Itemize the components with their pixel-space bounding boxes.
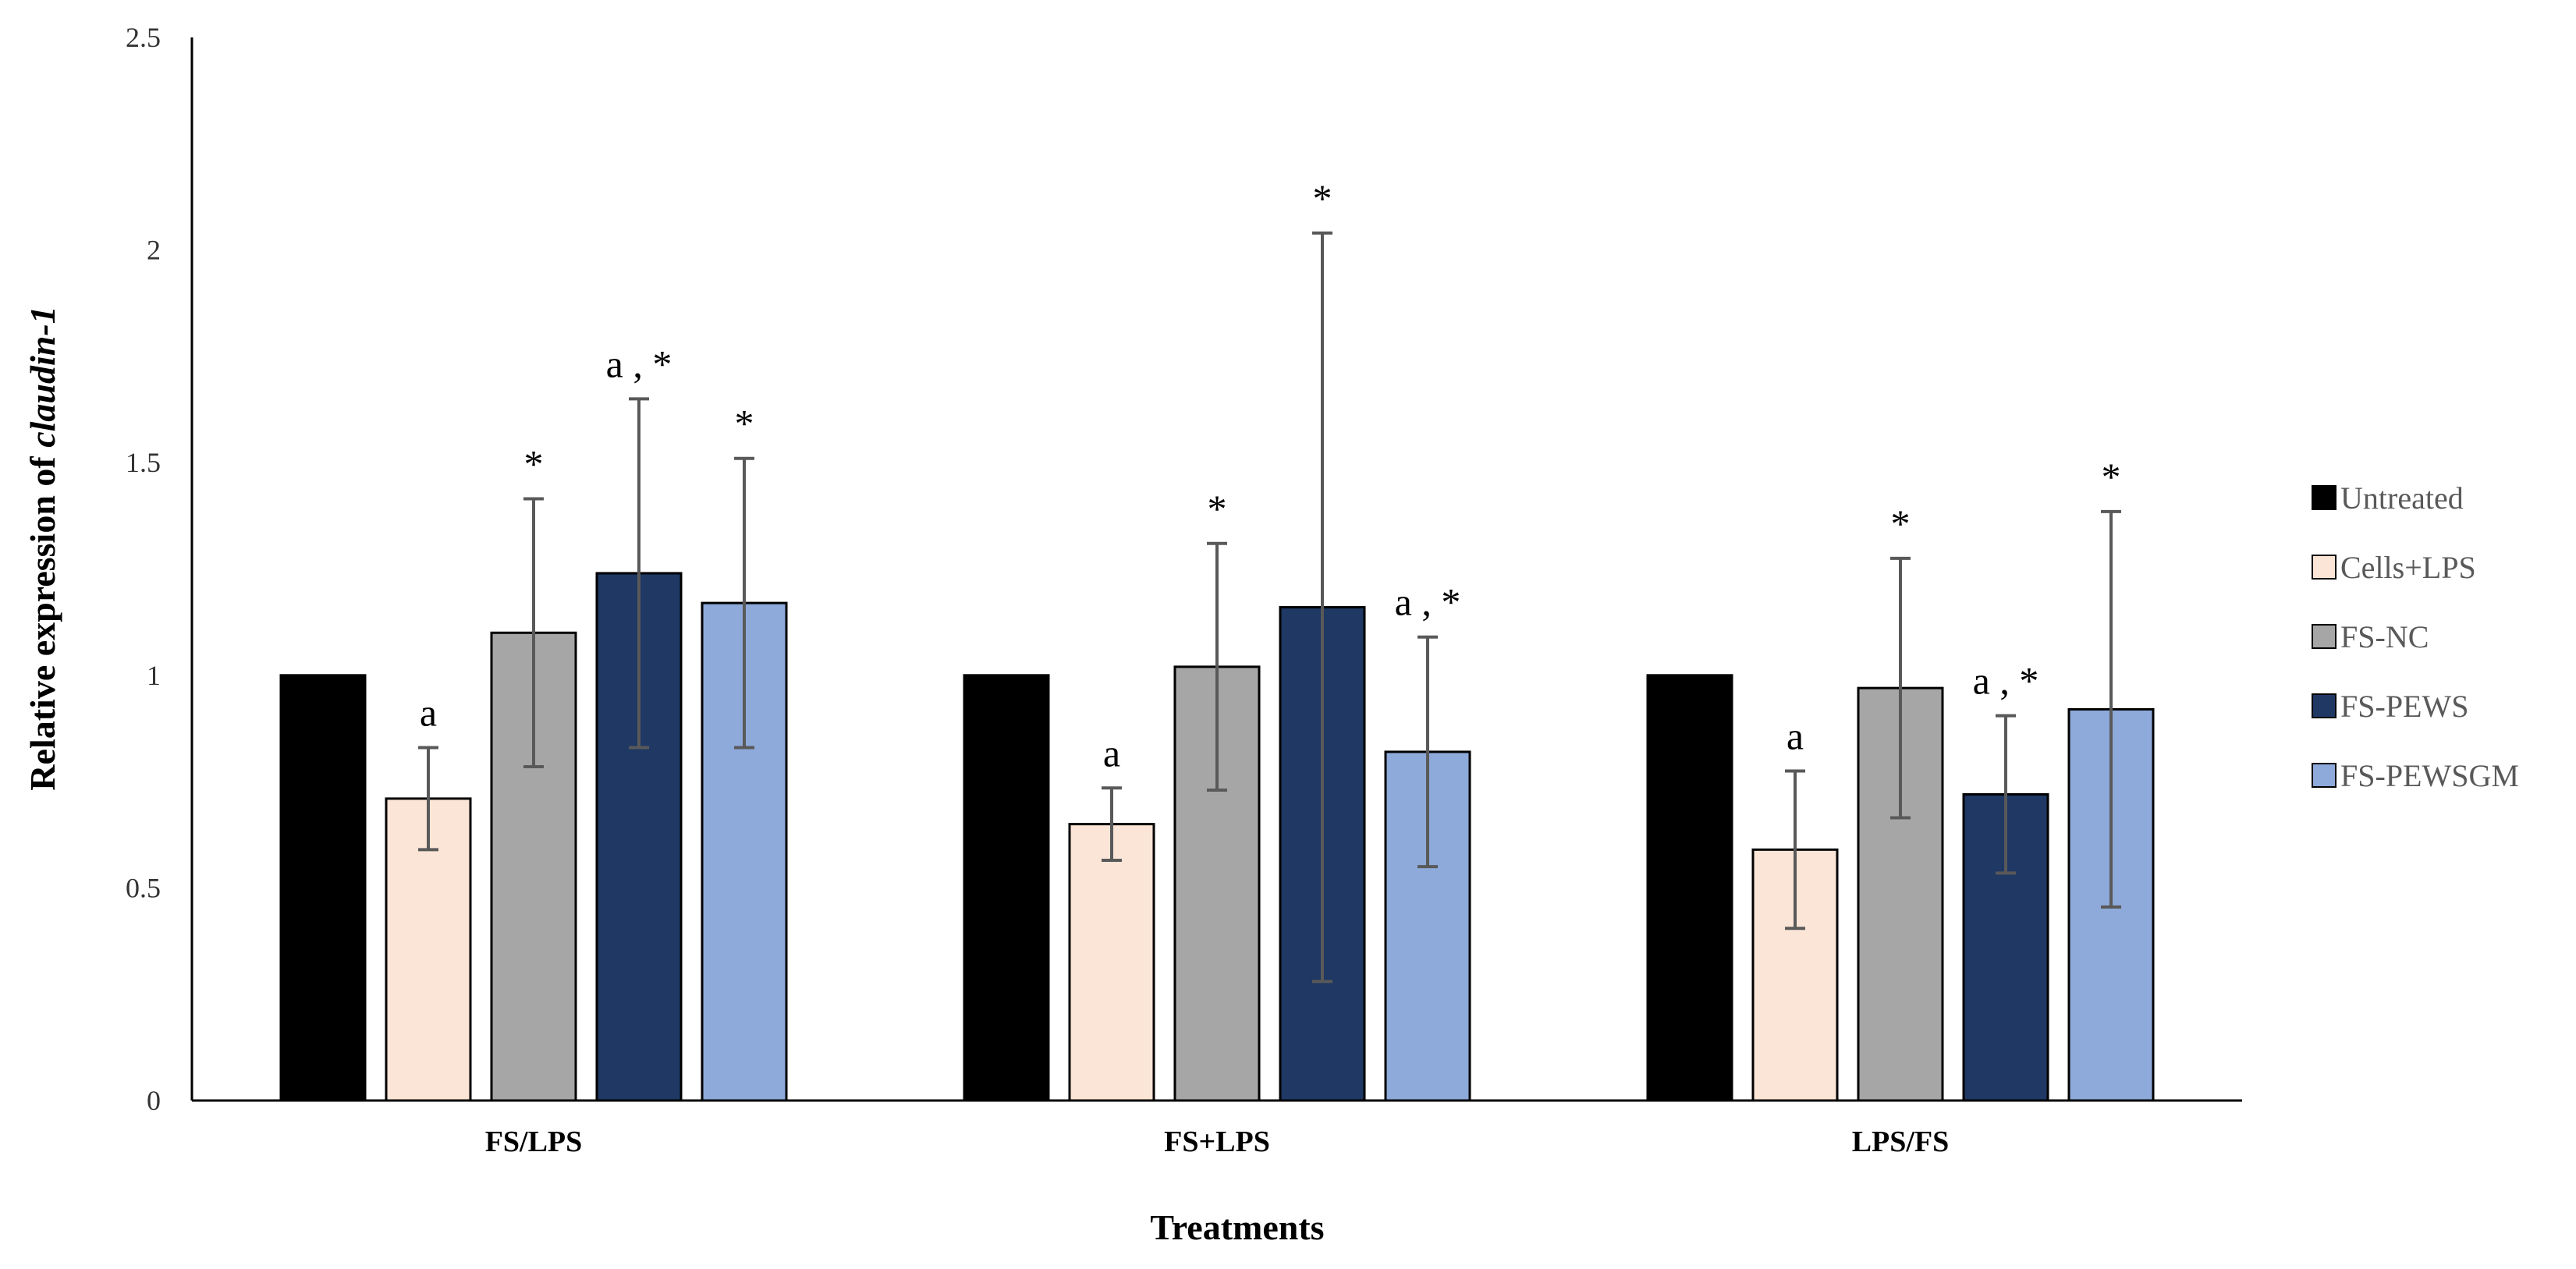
legend-swatch	[2312, 485, 2336, 510]
y-tick-label: 2.5	[126, 22, 161, 53]
x-axis: FS/LPS FS+LPS LPS/FS	[192, 1099, 2242, 1158]
x-axis-title: Treatments	[1150, 1207, 1324, 1247]
significance-label: *	[735, 402, 754, 445]
y-axis: 0 0.5 1 1.5 2 2.5	[126, 22, 193, 1116]
y-axis-title-prefix: Relative expression of	[23, 448, 62, 791]
significance-label: a	[1787, 714, 1804, 757]
legend-swatch	[2312, 624, 2336, 649]
legend: Untreated Cells+LPS FS-NC FS-PEWS FS-PEWSGM	[2312, 480, 2519, 793]
significance-label: a , *	[606, 342, 672, 385]
legend-label: FS-PEWS	[2340, 689, 2469, 724]
legend-swatch	[2312, 693, 2336, 718]
x-tick-label: FS+LPS	[1164, 1125, 1270, 1158]
y-tick-label: 1	[147, 660, 161, 691]
annotations: a * a , * * a * * a , * a * a , * *	[420, 176, 2121, 775]
y-axis-title: Relative expression of claudin-1	[23, 306, 62, 790]
significance-label: *	[524, 442, 544, 486]
y-tick-label: 0	[147, 1085, 161, 1116]
significance-label: a	[1103, 731, 1120, 775]
x-tick-label: FS/LPS	[485, 1125, 583, 1158]
significance-label: *	[1891, 502, 1911, 545]
legend-label: FS-NC	[2340, 619, 2429, 654]
legend-swatch	[2312, 763, 2336, 788]
bars	[279, 572, 2155, 1102]
x-tick-label: LPS/FS	[1852, 1125, 1950, 1158]
significance-label: *	[2102, 455, 2121, 498]
significance-label: a , *	[1973, 659, 2039, 703]
bar	[279, 674, 367, 1102]
significance-label: a , *	[1395, 580, 1461, 624]
legend-label: Untreated	[2340, 480, 2464, 516]
legend-swatch	[2312, 555, 2336, 580]
bar	[1646, 674, 1733, 1102]
legend-label: Cells+LPS	[2340, 550, 2476, 585]
legend-label: FS-PEWSGM	[2340, 758, 2519, 793]
significance-label: *	[1208, 487, 1227, 530]
bar	[963, 674, 1050, 1102]
error-bars	[418, 231, 2121, 984]
y-tick-label: 0.5	[126, 872, 161, 903]
significance-label: a	[420, 690, 437, 734]
bar	[1068, 823, 1155, 1102]
y-tick-label: 1.5	[126, 447, 161, 478]
significance-label: *	[1313, 176, 1332, 220]
y-axis-title-gene: claudin-1	[23, 306, 62, 447]
y-tick-label: 2	[147, 235, 161, 266]
